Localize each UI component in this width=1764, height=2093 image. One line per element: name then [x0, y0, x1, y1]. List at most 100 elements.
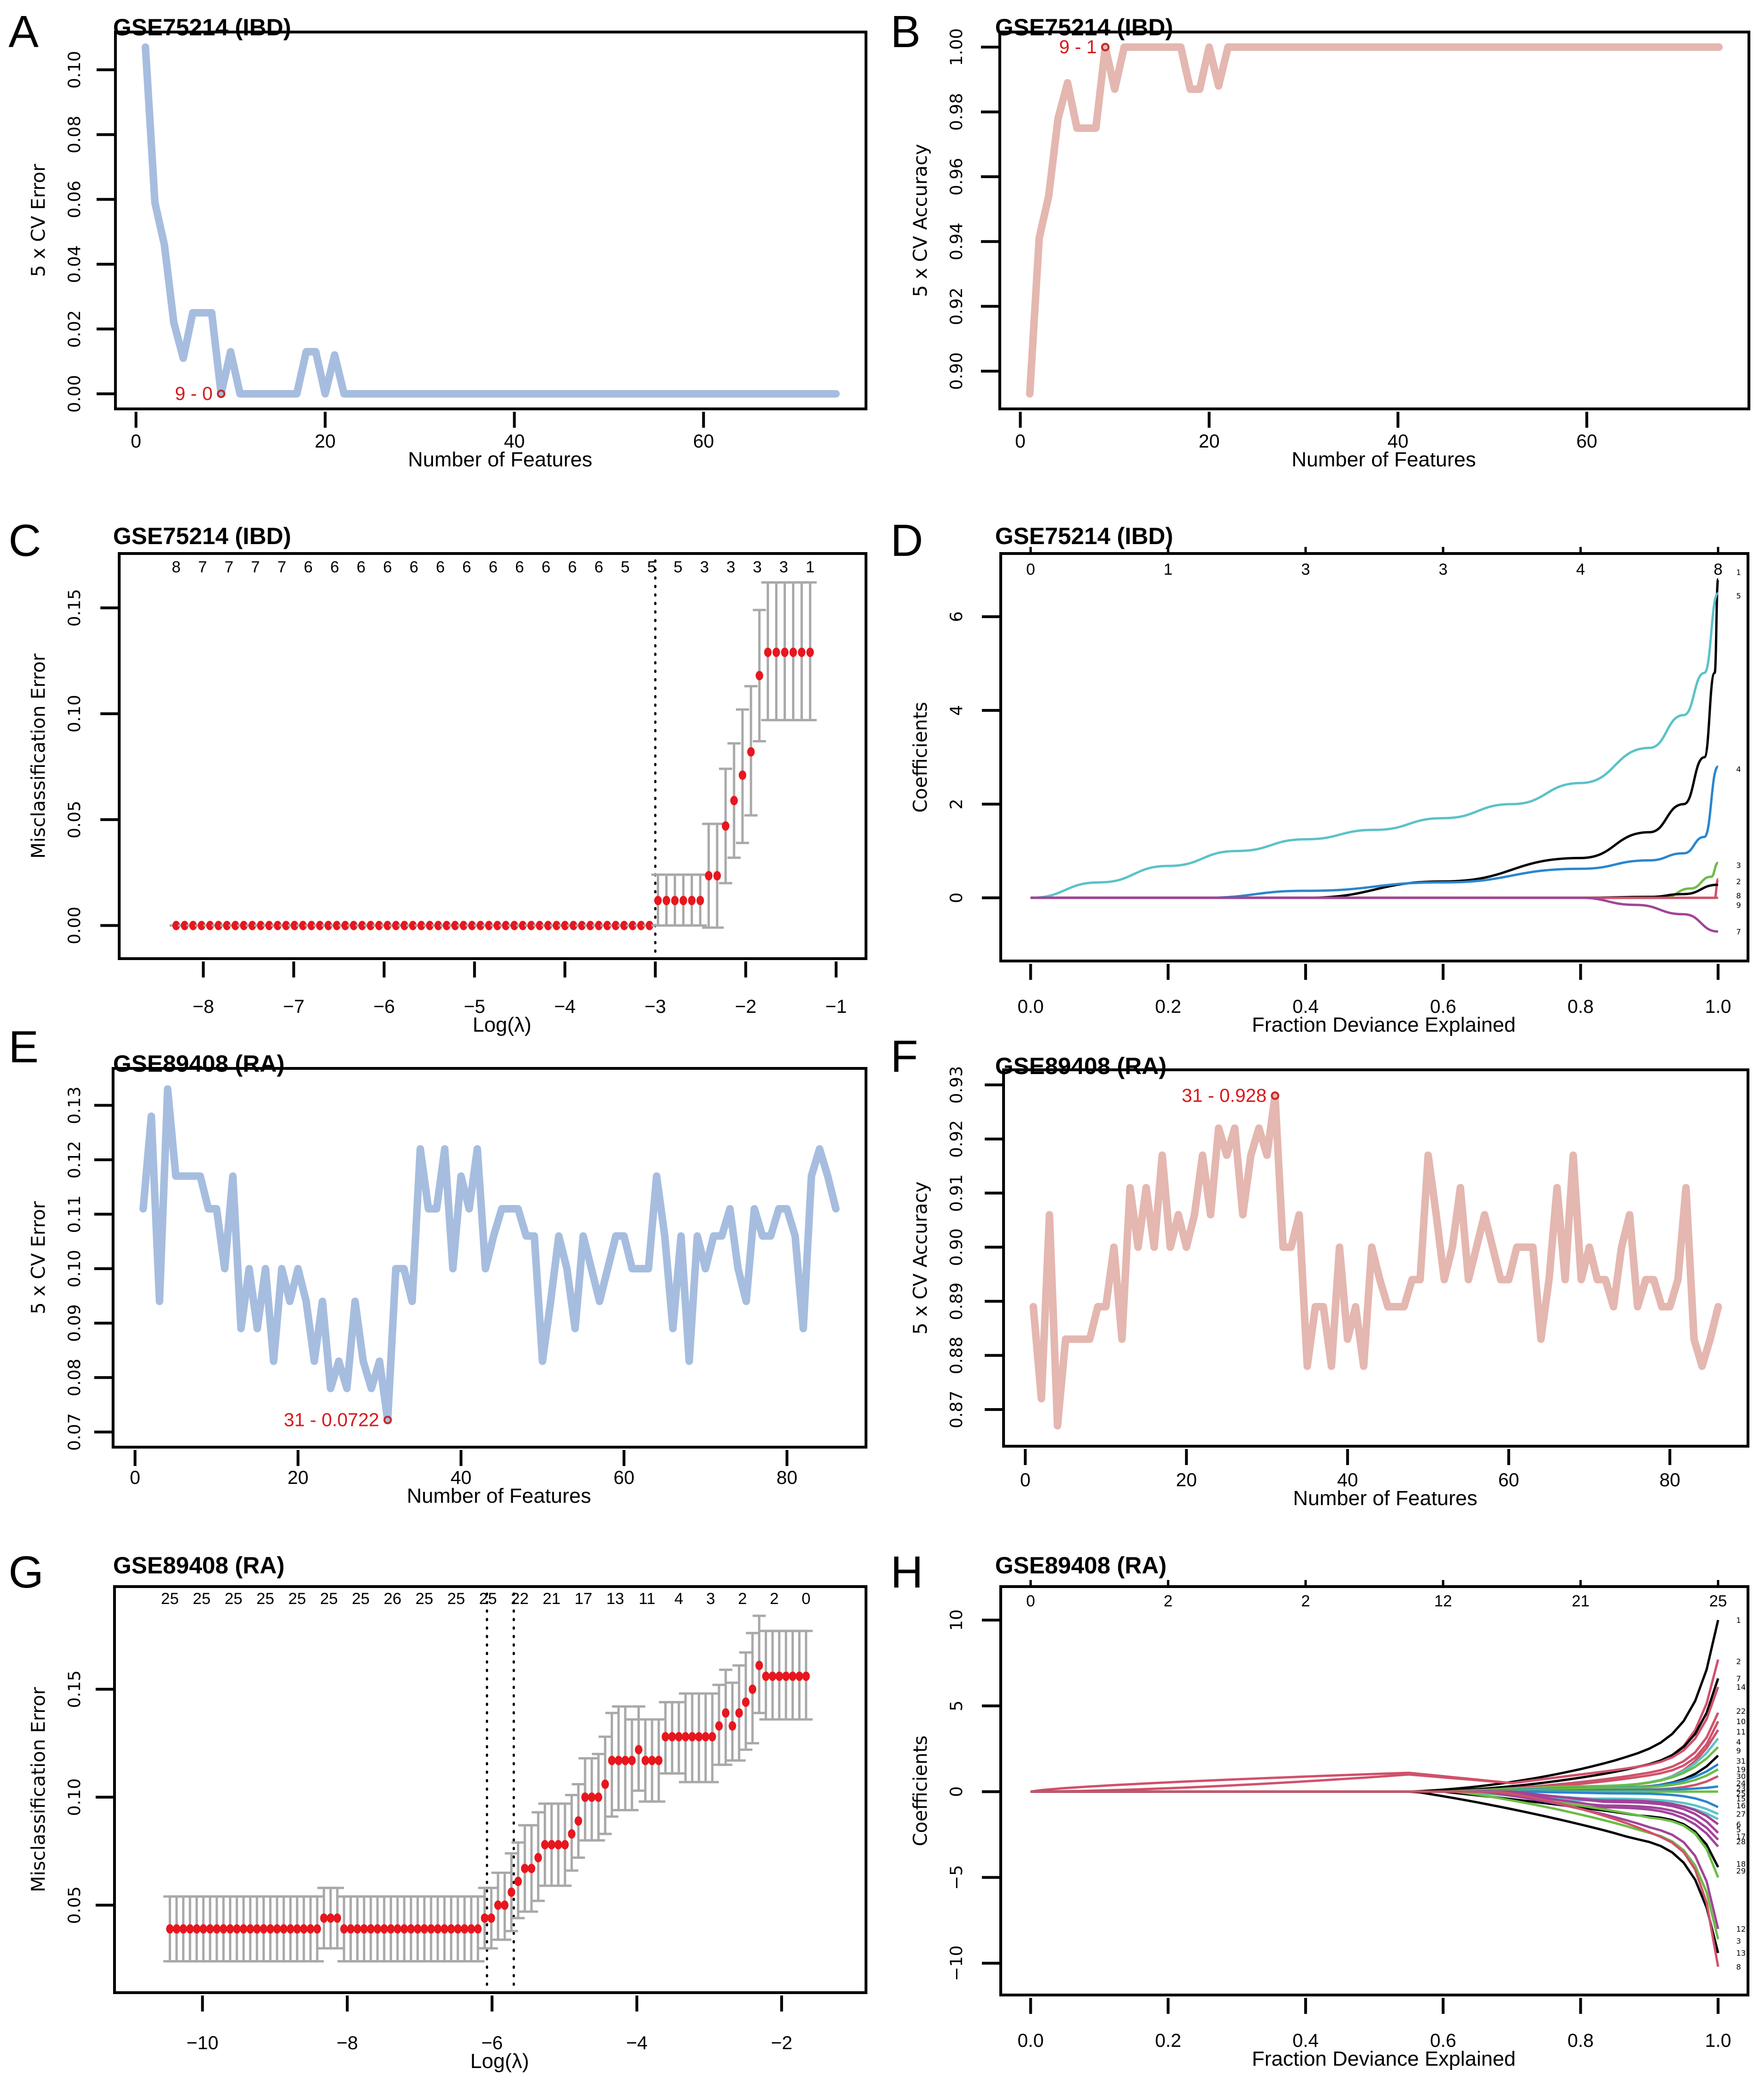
path-end-label: 27 [1736, 1810, 1746, 1819]
x-axis-label: Number of Features [407, 1484, 591, 1507]
coef-path-3 [1030, 1790, 1720, 1940]
cv-mean-point [595, 1792, 603, 1802]
top-count-label: 25 [416, 1590, 433, 1608]
cv-series-line [139, 1085, 840, 1424]
cv-mean-point [654, 896, 662, 905]
cv-mean-point [775, 1671, 783, 1681]
cv-point-group [761, 581, 775, 722]
x-tick-label: 0.0 [1018, 2030, 1044, 2051]
cv-mean-point [189, 920, 197, 930]
cv-point-group [585, 1757, 599, 1842]
cv-series-line [1029, 1091, 1722, 1430]
x-tick-label: 0 [131, 431, 141, 452]
x-tick-label: 20 [1176, 1470, 1197, 1490]
top-count-label: 3 [706, 1590, 715, 1608]
cv-mean-point [708, 1732, 716, 1742]
top-count-label: 25 [161, 1590, 179, 1608]
y-tick-label: 2 [947, 799, 966, 810]
cv-point-group [598, 1735, 612, 1835]
x-tick-label: 40 [450, 1467, 472, 1488]
cv-mean-point [728, 1721, 736, 1731]
path-end-label: 16 [1736, 1801, 1746, 1810]
cv-mean-point [668, 1732, 676, 1742]
x-tick-label: 1.0 [1705, 996, 1731, 1017]
cv-mean-point [762, 1671, 770, 1681]
cv-mean-point [553, 920, 561, 930]
y-axis-label: 5 x CV Error [28, 1201, 49, 1314]
cv-point-group [565, 1793, 579, 1872]
cv-mean-point [375, 920, 383, 930]
chart-a: A GSE75214 (IBD) 0 20 40 60 0.00 0.02 0.04 0.06 0.… [8, 7, 867, 471]
y-tick-label: 4 [947, 705, 966, 716]
top-count-label: 4 [674, 1590, 683, 1608]
coef-path-13 [1030, 1790, 1720, 1954]
plot-frame [999, 1585, 1749, 1996]
cv-mean-point [206, 920, 214, 930]
cv-mean-point [574, 1816, 582, 1826]
path-end-label: 18 [1736, 1859, 1746, 1868]
y-tick-label: 0.10 [65, 695, 84, 733]
cv-mean-point [768, 1671, 776, 1681]
cv-mean-point [299, 920, 307, 930]
x-tick-label: 40 [1337, 1470, 1358, 1490]
cv-mean-point [197, 920, 205, 930]
top-count-label: 21 [543, 1590, 561, 1608]
cv-point-group [525, 1824, 539, 1913]
x-tick-label: −5 [464, 996, 485, 1017]
y-tick-label: 0.00 [65, 375, 84, 413]
optimum-marker [217, 390, 226, 398]
chart-d: D GSE75214 (IBD) 0.0 0.2 0.4 0.6 0.8 1.0 0 2 4 6 Fra… [890, 515, 1749, 1036]
cv-mean-point [595, 920, 603, 930]
y-tick-label: 0.02 [65, 310, 84, 348]
coef-path-14 [1030, 1686, 1719, 1793]
cv-point-group [605, 1711, 619, 1818]
cv-mean-point [347, 1924, 355, 1934]
cv-mean-point [358, 920, 366, 930]
path-end-label: 7 [1736, 1674, 1741, 1683]
cv-point-group [769, 581, 783, 722]
cv-mean-point [246, 1924, 254, 1934]
cv-point-group [651, 873, 665, 927]
cv-point-group [739, 1651, 752, 1751]
cv-point-group [727, 742, 741, 859]
cv-point-group [558, 1802, 572, 1887]
cv-mean-point [722, 821, 730, 831]
panel-letter: F [890, 1031, 918, 1082]
top-count-label: 8 [172, 558, 180, 576]
optimum-marker [1101, 43, 1110, 51]
top-count-label: 7 [251, 558, 260, 576]
y-axis-label: Misclassification Error [28, 1687, 49, 1892]
y-axis-label: 5 x CV Error [28, 163, 49, 277]
cv-mean-point [300, 1924, 308, 1934]
cv-mean-point [193, 1924, 201, 1934]
path-end-label: 12 [1736, 1925, 1746, 1934]
path-end-label: 2 [1736, 877, 1741, 886]
coef-path-1 [1030, 578, 1720, 899]
cv-point-group [457, 1895, 471, 1963]
panel-d: D GSE75214 (IBD) 0.0 0.2 0.4 0.6 0.8 1.0 0 2 4 6 Fra… [882, 509, 1764, 1036]
x-tick-label: 20 [287, 1467, 309, 1488]
cv-mean-point [612, 920, 620, 930]
cv-mean-point [681, 1732, 689, 1742]
chart-title: GSE75214 (IBD) [995, 523, 1173, 549]
cv-mean-point [353, 1924, 361, 1934]
y-tick-label: 0.93 [947, 1066, 966, 1104]
x-tick-label: 0.4 [1292, 996, 1319, 1017]
top-count-label: 6 [462, 558, 471, 576]
path-end-label: 5 [1736, 1825, 1741, 1834]
cv-mean-point [628, 1756, 636, 1766]
cv-mean-point [248, 920, 256, 930]
cv-mean-point [587, 920, 595, 930]
cv-mean-point [705, 871, 713, 880]
cv-mean-point [688, 1732, 696, 1742]
cv-mean-point [645, 920, 653, 930]
chart-title: GSE89408 (RA) [995, 1053, 1167, 1079]
cv-mean-point [528, 1864, 536, 1873]
top-count-label: 5 [621, 558, 630, 576]
path-end-label: 30 [1736, 1772, 1746, 1781]
cv-point-group [702, 823, 716, 929]
cv-mean-point [534, 1853, 542, 1863]
cv-mean-point [641, 1756, 649, 1766]
x-axis-label: Log(λ) [473, 1013, 531, 1036]
cv-mean-point [603, 920, 611, 930]
